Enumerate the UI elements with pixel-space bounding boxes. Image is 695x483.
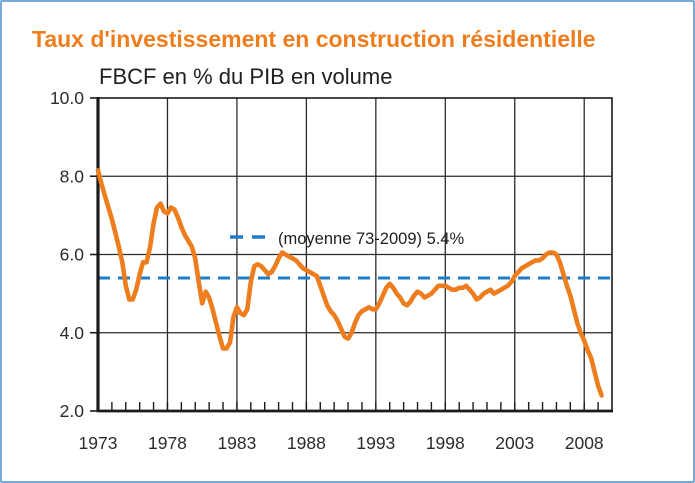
x-tick-label: 2003 [495, 433, 534, 453]
x-tick-label: 1988 [287, 433, 326, 453]
y-tick-label: 10.0 [50, 88, 84, 108]
chart-subtitle: FBCF en % du PIB en volume [99, 64, 393, 89]
legend-label: (moyenne 73-2009) 5.4% [278, 230, 465, 248]
x-tick-label: 1993 [356, 433, 395, 453]
x-tick-label: 1978 [148, 433, 187, 453]
y-tick-label: 4.0 [60, 323, 85, 343]
page-title: Taux d'investissement en construction ré… [32, 26, 596, 52]
x-tick-label: 1973 [79, 433, 118, 453]
x-tick-label: 2008 [565, 433, 604, 453]
investment-rate-line [95, 168, 604, 398]
y-tick-label: 6.0 [60, 245, 85, 265]
y-tick-label: 2.0 [60, 401, 85, 421]
x-tick-label: 1983 [217, 433, 256, 453]
x-tick-label: 1998 [426, 433, 465, 453]
y-tick-label: 8.0 [60, 166, 85, 186]
